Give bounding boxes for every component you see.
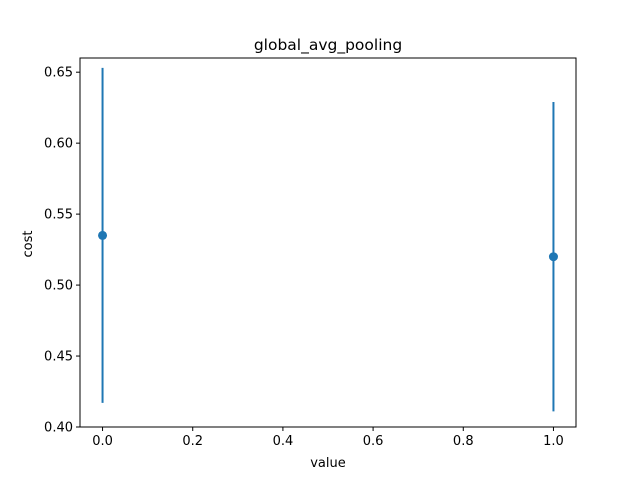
chart-title: global_avg_pooling: [254, 36, 402, 55]
x-tick-label: 0.4: [273, 434, 294, 449]
y-axis-label: cost: [21, 231, 36, 258]
x-tick-label: 0.0: [92, 434, 113, 449]
data-point: [98, 230, 108, 240]
plot-area: 0.0 0.2 0.4 0.6 0.8 1.0 0.40 0.45 0.50 0.55 0.60 0.…: [44, 57, 577, 449]
y-tick-label: 0.60: [44, 137, 73, 152]
y-tick-label: 0.50: [44, 279, 73, 294]
y-tick-label: 0.65: [44, 66, 73, 81]
x-tick-label: 0.6: [363, 434, 384, 449]
y-tick-label: 0.45: [44, 350, 73, 365]
data-point: [548, 252, 558, 262]
x-tick-label: 1.0: [543, 434, 564, 449]
y-tick-label: 0.55: [44, 208, 73, 223]
x-tick-label: 0.8: [453, 434, 474, 449]
x-tick-label: 0.2: [182, 434, 203, 449]
axes-frame: [79, 57, 577, 428]
x-axis-label: value: [310, 456, 346, 471]
y-tick-label: 0.40: [44, 421, 73, 436]
